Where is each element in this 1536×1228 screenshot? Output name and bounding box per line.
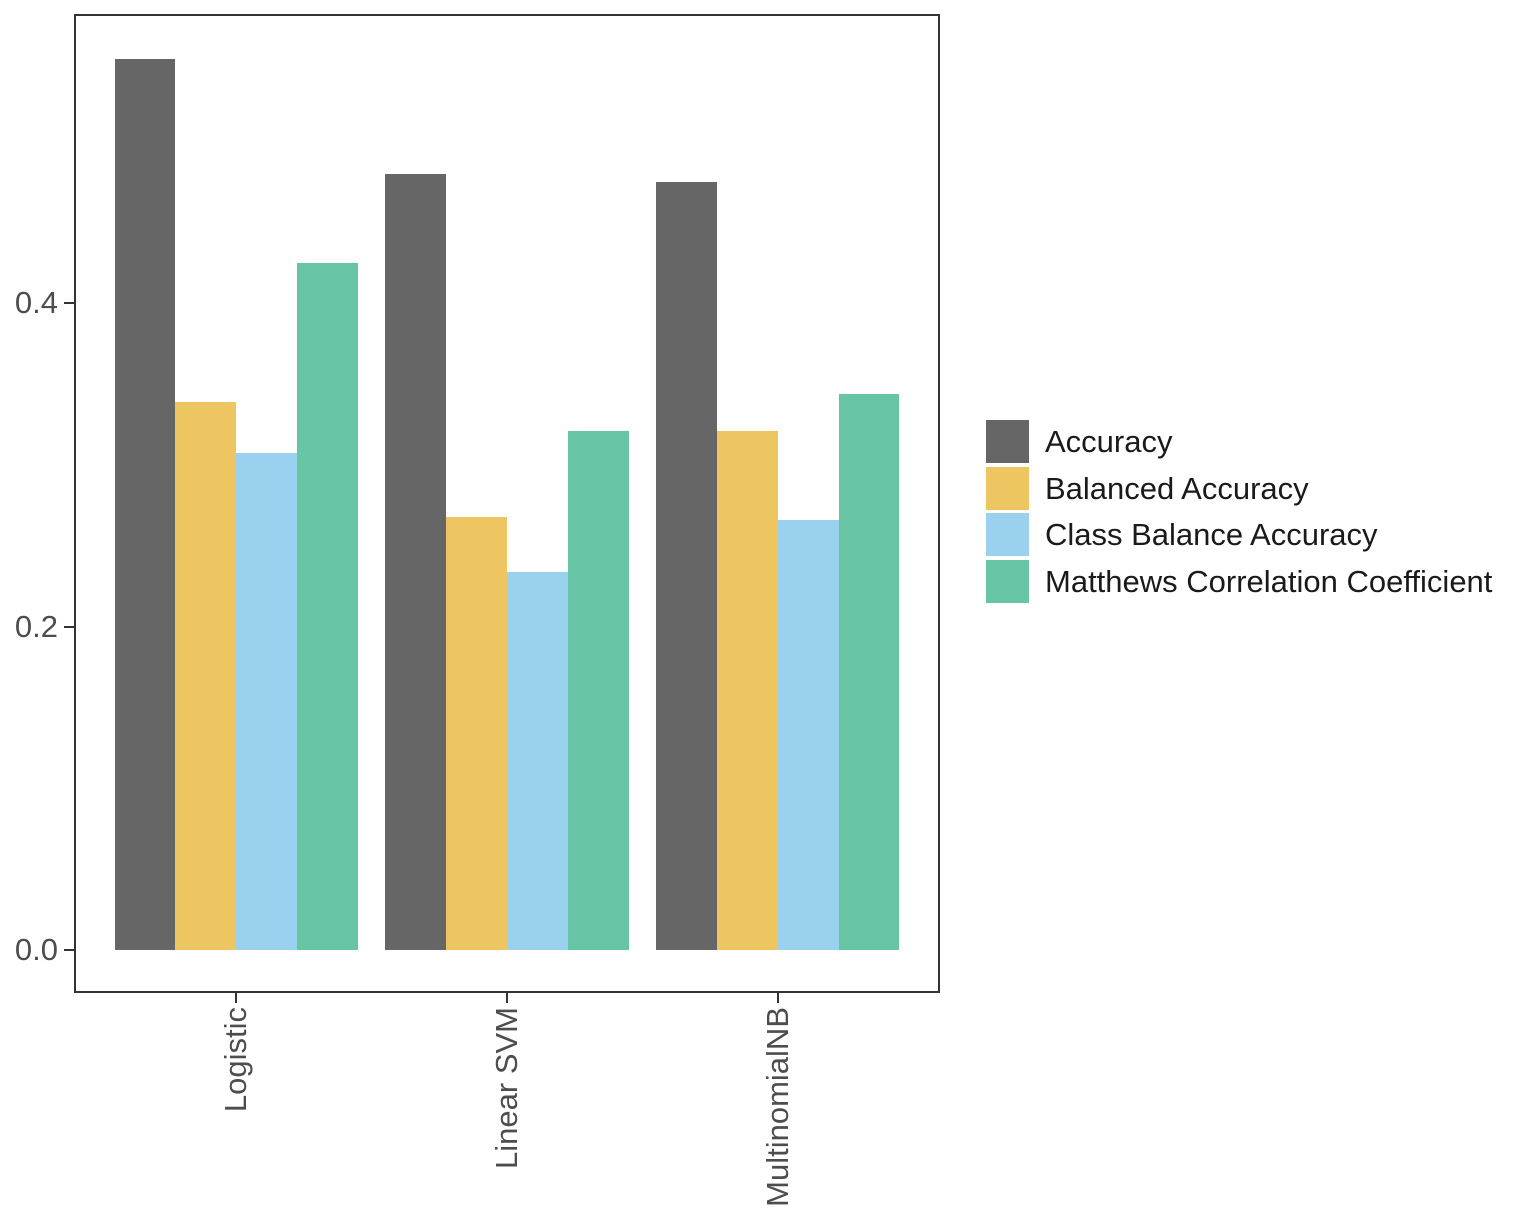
bar-linear-svm-class-balance-accuracy [507, 571, 568, 950]
bar-multinomialnb-class-balance-accuracy [777, 519, 839, 950]
y-tick-label: 0.4 [14, 285, 58, 320]
bar-linear-svm-matthews-correlation-coefficient [567, 430, 629, 950]
bar-multinomialnb-balanced-accuracy [716, 430, 778, 950]
x-tick-label-logistic: Logistic [218, 1007, 254, 1113]
x-tick-mark-logistic [235, 993, 238, 1003]
bar-multinomialnb-matthews-correlation-coefficient [838, 393, 900, 950]
x-tick-label-linear-svm: Linear SVM [489, 1007, 524, 1169]
y-tick-mark-0.2 [64, 625, 74, 628]
legend-label-balanced-accuracy: Balanced Accuracy [1045, 470, 1309, 506]
legend-swatch-accuracy [986, 420, 1029, 463]
legend-label-accuracy: Accuracy [1045, 424, 1173, 459]
bar-multinomialnb-accuracy [655, 181, 717, 950]
y-tick-label: 0.2 [14, 608, 58, 644]
bar-linear-svm-accuracy [385, 173, 447, 950]
bar-logistic-matthews-correlation-coefficient [297, 262, 359, 950]
legend-swatch-class-balance-accuracy [986, 513, 1029, 556]
y-tick-label: 0.0 [14, 932, 58, 967]
bar-logistic-class-balance-accuracy [236, 453, 298, 950]
legend-swatch-balanced-accuracy [986, 466, 1029, 510]
x-tick-label-multinomialnb: MultinomialNB [759, 1007, 795, 1207]
y-tick-mark-0.0 [64, 949, 74, 951]
bar-linear-svm-balanced-accuracy [446, 516, 507, 950]
bar-logistic-balanced-accuracy [175, 401, 237, 950]
y-tick-mark-0.4 [64, 302, 74, 304]
legend-label-matthews-correlation-coefficient: Matthews Correlation Coefficient [1045, 563, 1493, 599]
legend-swatch-matthews-correlation-coefficient [986, 559, 1029, 603]
bar-logistic-accuracy [114, 58, 176, 950]
legend-label-class-balance-accuracy: Class Balance Accuracy [1045, 517, 1378, 552]
x-tick-mark-linear-svm [506, 993, 508, 1003]
x-tick-mark-multinomialnb [776, 993, 779, 1003]
